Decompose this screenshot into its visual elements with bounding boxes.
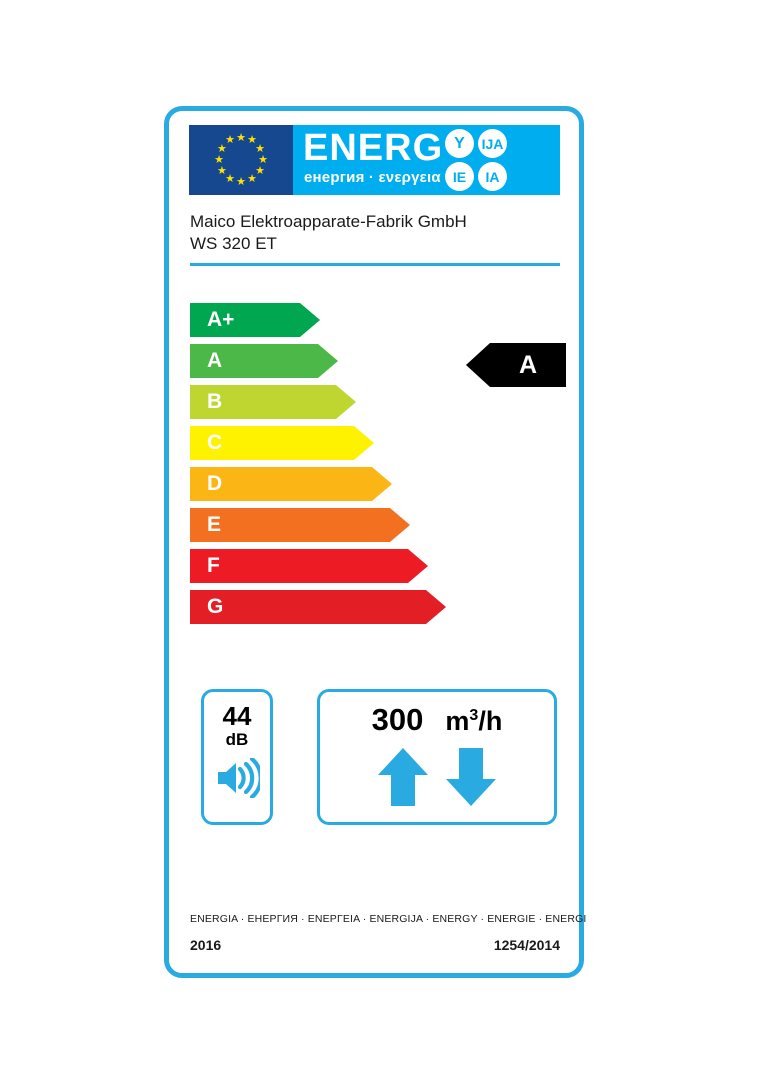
noise-unit: dB — [225, 730, 249, 749]
eu-star-icon: ★ — [247, 172, 257, 185]
energy-label-frame: ★ ★ ★ ★ ★ ★ ★ ★ ★ ★ ★ ★ ENERG енергия · ενεργεια Y … — [164, 106, 587, 978]
airflow-unit-exponent: 3 — [469, 707, 479, 724]
eu-star-icon: ★ — [255, 142, 265, 155]
energy-class-row: C — [190, 426, 560, 460]
airflow-unit-base: m — [445, 706, 470, 736]
energy-class-label: D — [207, 472, 223, 495]
energy-class-label: C — [207, 431, 223, 454]
energy-class-arrow-tip — [390, 508, 410, 542]
extract-air-down-arrow — [446, 748, 496, 806]
energy-class-label: G — [207, 595, 224, 618]
regulation-number: 1254/2014 — [493, 937, 560, 953]
energy-class-arrow: A — [190, 344, 318, 378]
energy-class-arrow-tip — [408, 549, 428, 583]
energy-class-row: E — [190, 508, 560, 542]
manufacturer-name: Maico Elektroapparate-Fabrik GmbH — [190, 212, 467, 231]
energy-class-arrow: G — [190, 590, 426, 624]
rating-class-letter: A — [518, 351, 538, 379]
lang-circle-ia: IA — [478, 162, 507, 191]
label-header: ★ ★ ★ ★ ★ ★ ★ ★ ★ ★ ★ ★ ENERG енергия · ενεργεια Y … — [189, 125, 560, 195]
energy-class-arrow-tip — [354, 426, 374, 460]
footer-language-list: ENERGIA · ЕНЕРГИЯ · ΕΝΕΡΓΕΙΑ · ENERGIJA … — [190, 913, 587, 925]
energy-class-row: F — [190, 549, 560, 583]
eu-flag-icon: ★ ★ ★ ★ ★ ★ ★ ★ ★ ★ ★ ★ — [189, 125, 293, 195]
header-divider — [190, 263, 560, 266]
rating-badge-body: A — [490, 343, 566, 387]
eu-star-icon: ★ — [217, 142, 227, 155]
energy-header-band: ENERG енергия · ενεργεια Y IJA IE IA — [293, 125, 560, 195]
supplier-block: Maico Elektroapparate-Fabrik GmbH WS 320… — [190, 211, 560, 255]
energy-class-row: A+ — [190, 303, 560, 337]
airflow-unit-tail: /h — [478, 706, 503, 736]
rating-arrow-tip — [466, 343, 490, 387]
energy-class-arrow-tip — [336, 385, 356, 419]
footer-row: 2016 1254/2014 — [190, 937, 560, 953]
energy-class-arrow: B — [190, 385, 336, 419]
noise-value: 44 — [222, 701, 252, 731]
energy-class-row: D — [190, 467, 560, 501]
energy-wordmark: ENERG — [303, 127, 444, 169]
airflow-info-box: 300 m3/h — [317, 689, 557, 825]
eu-star-icon: ★ — [247, 134, 257, 147]
energy-class-arrow: A+ — [190, 303, 300, 337]
eu-star-icon: ★ — [258, 153, 268, 166]
airflow-arrows — [320, 746, 554, 808]
energy-class-label: B — [207, 390, 223, 413]
supply-air-up-arrow — [378, 748, 428, 806]
eu-star-icon: ★ — [214, 153, 224, 166]
energy-class-arrow-tip — [426, 590, 446, 624]
airflow-value: 300 — [371, 702, 424, 737]
speaker-icon — [214, 756, 263, 803]
energy-class-scale: A+ A B C D E F G — [190, 303, 560, 633]
energy-class-row: A — [190, 344, 560, 378]
airflow-unit: m3/h — [445, 706, 502, 737]
energy-class-arrow: D — [190, 467, 372, 501]
lang-circle-y: Y — [445, 129, 474, 158]
energy-class-row: G — [190, 590, 560, 624]
label-year: 2016 — [190, 937, 222, 953]
energy-class-arrow-tip — [372, 467, 392, 501]
model-identifier: WS 320 ET — [190, 234, 277, 253]
rating-badge: A — [466, 343, 566, 387]
energy-subtitle: енергия · ενεργεια — [304, 169, 441, 186]
eu-star-icon: ★ — [217, 164, 227, 177]
energy-class-arrow: E — [190, 508, 390, 542]
energy-class-label: E — [207, 513, 222, 536]
eu-star-icon: ★ — [236, 131, 246, 144]
energy-class-label: A+ — [207, 308, 235, 331]
energy-class-arrow-tip — [318, 344, 338, 378]
lang-circle-ie: IE — [445, 162, 474, 191]
energy-class-arrow-tip — [300, 303, 320, 337]
noise-info-box: 44 dB — [201, 689, 273, 825]
energy-class-label: F — [207, 554, 220, 577]
energy-class-row: B — [190, 385, 560, 419]
eu-star-icon: ★ — [236, 175, 246, 188]
eu-star-icon: ★ — [225, 134, 235, 147]
eu-star-icon: ★ — [255, 164, 265, 177]
energy-class-arrow: C — [190, 426, 354, 460]
lang-circle-ija: IJA — [478, 129, 507, 158]
airflow-readout: 300 m3/h — [320, 702, 554, 738]
energy-class-label: A — [207, 349, 223, 372]
eu-star-icon: ★ — [225, 172, 235, 185]
energy-class-arrow: F — [190, 549, 408, 583]
